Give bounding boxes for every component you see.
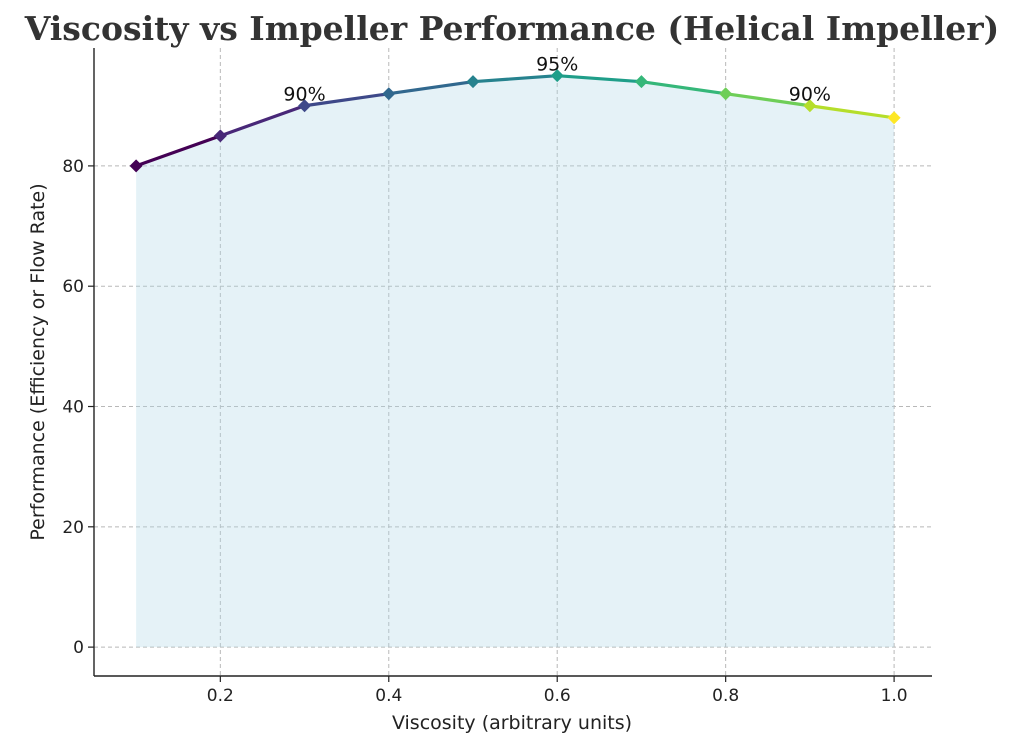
- x-tick-label: 0.4: [375, 686, 402, 706]
- area-fill-layer: [136, 75, 895, 648]
- series-line-segment: [555, 74, 644, 84]
- area-fill: [136, 75, 895, 648]
- series-line-segment: [639, 80, 728, 96]
- data-point-marker: [382, 87, 396, 101]
- data-point-marker: [887, 111, 901, 125]
- y-tick-label: 60: [62, 277, 84, 297]
- x-axis-label: Viscosity (arbitrary units): [392, 712, 632, 734]
- series-line-segment: [387, 80, 475, 96]
- data-point-marker: [719, 87, 733, 101]
- data-point-marker: [803, 99, 817, 113]
- data-label: 90%: [283, 84, 325, 106]
- data-point-marker: [129, 159, 143, 173]
- marker-layer: [129, 69, 901, 173]
- y-tick-label: 40: [62, 398, 84, 418]
- x-tick-label: 1.0: [881, 686, 908, 706]
- data-point-marker: [213, 129, 227, 143]
- axes-layer: 0.2 0.4 0.6 0.8 1.0 0 20 40 60 80: [62, 48, 932, 706]
- series-line-segment: [302, 92, 391, 108]
- data-point-marker: [550, 69, 564, 83]
- y-tick-label: 0: [73, 638, 84, 658]
- x-tick-label: 0.2: [207, 686, 234, 706]
- series-line-segment: [134, 134, 222, 168]
- series-line-layer: [134, 74, 896, 168]
- y-tick-label: 80: [62, 157, 84, 177]
- chart-title: Viscosity vs Impeller Performance (Helic…: [24, 9, 1000, 48]
- data-label: 95%: [536, 54, 578, 76]
- x-tick-label: 0.6: [544, 686, 571, 706]
- y-tick-label: 20: [62, 518, 84, 538]
- data-point-marker: [298, 99, 312, 113]
- annotation-layer: 90% 95% 90%: [283, 54, 831, 106]
- series-line-segment: [471, 74, 559, 84]
- series-line-segment: [218, 104, 307, 138]
- data-point-marker: [466, 75, 480, 89]
- series-line-segment: [808, 104, 896, 120]
- data-label: 90%: [789, 84, 831, 106]
- series-line-segment: [724, 92, 812, 108]
- data-point-marker: [634, 75, 648, 89]
- y-axis-label: Performance (Efficiency or Flow Rate): [27, 183, 49, 540]
- x-tick-label: 0.8: [712, 686, 739, 706]
